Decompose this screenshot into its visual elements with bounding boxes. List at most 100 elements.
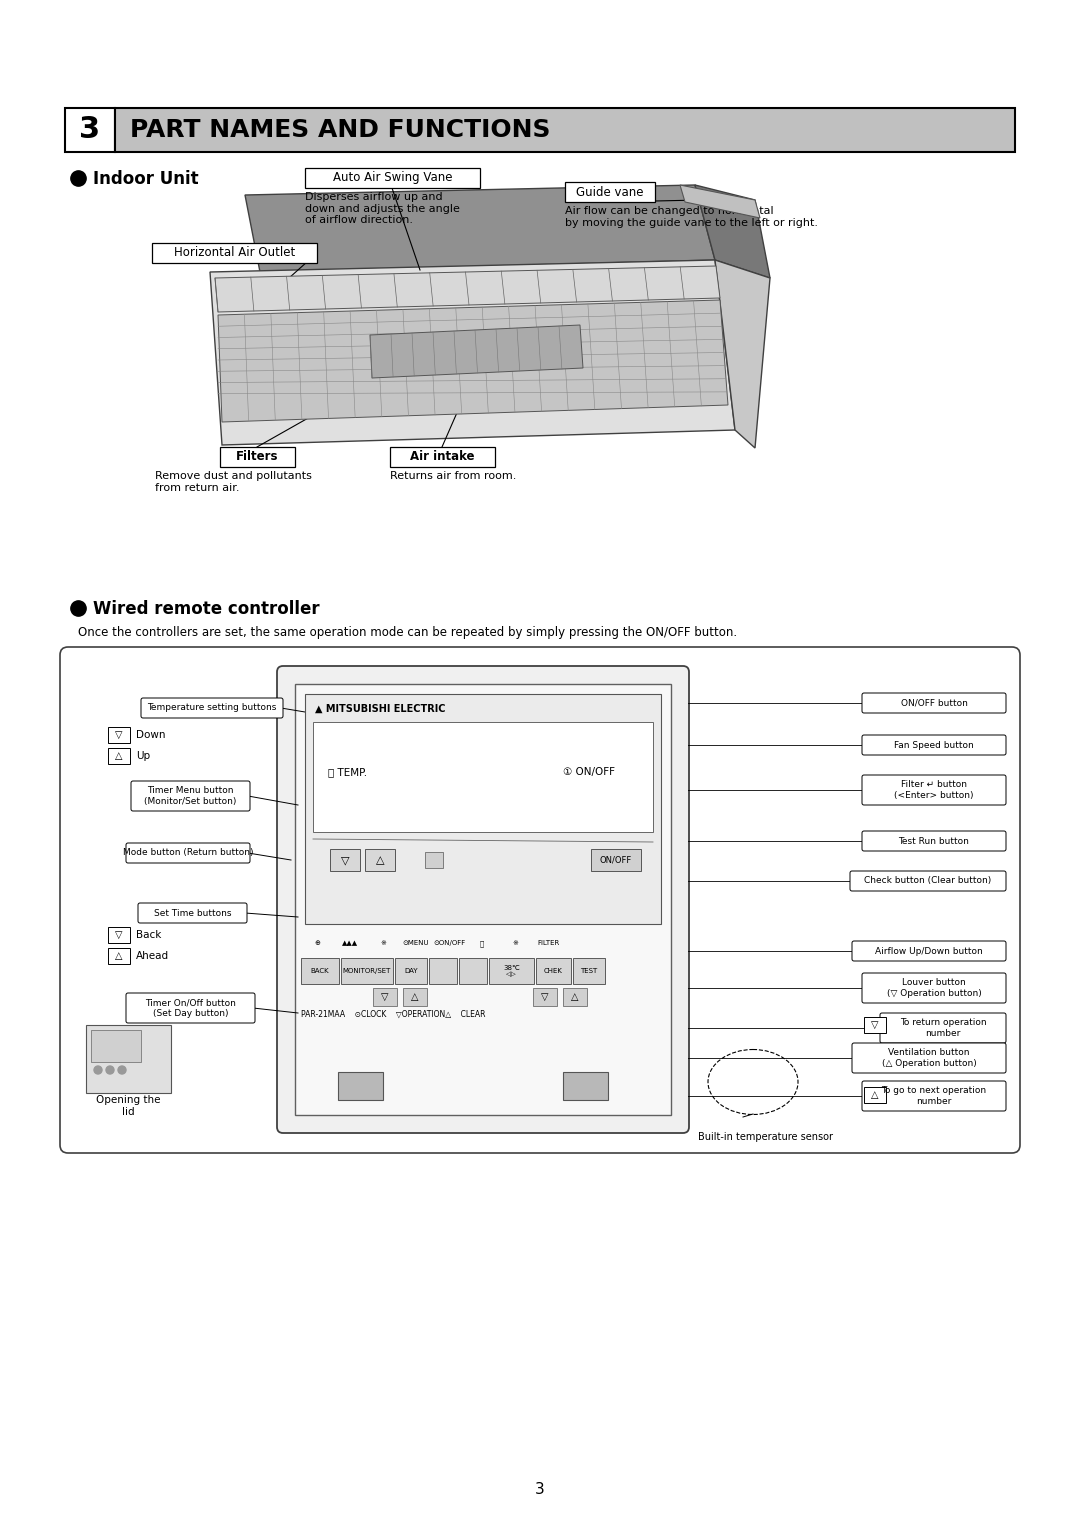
Text: DAY: DAY [404,968,418,974]
Bar [108,948,130,965]
Text: Air intake: Air intake [410,450,475,464]
Bar [563,1072,608,1099]
Bar [295,684,671,1115]
Bar [108,727,130,743]
Text: Up: Up [136,752,150,761]
Text: 3: 3 [535,1482,545,1497]
Polygon shape [245,185,715,273]
Text: ※: ※ [380,940,386,946]
Text: ▽: ▽ [541,992,549,1001]
Text: Remove dust and pollutants
from return air.: Remove dust and pollutants from return a… [156,472,312,493]
Bar [65,109,114,152]
FancyBboxPatch shape [852,1043,1005,1073]
Bar [313,723,653,831]
Bar [403,987,427,1006]
Text: Opening the
lid: Opening the lid [96,1095,160,1116]
Text: Mode button (Return button): Mode button (Return button) [123,848,253,857]
Bar [305,694,661,925]
Bar [536,958,571,984]
Bar [330,850,360,871]
Text: ⊙ON/OFF: ⊙ON/OFF [433,940,465,946]
Text: ※: ※ [512,940,518,946]
FancyBboxPatch shape [141,698,283,718]
Bar [114,109,1015,152]
Text: 3: 3 [80,115,100,144]
Text: ON/OFF button: ON/OFF button [901,698,968,707]
FancyBboxPatch shape [60,648,1020,1153]
Bar [341,958,393,984]
Text: Back: Back [136,929,161,940]
Bar [373,987,397,1006]
Text: ① ON/OFF: ① ON/OFF [563,767,615,778]
Text: Check button (Clear button): Check button (Clear button) [864,877,991,885]
Text: Once the controllers are set, the same operation mode can be repeated by simply : Once the controllers are set, the same o… [78,626,738,638]
Bar [426,851,443,868]
Text: Airflow Up/Down button: Airflow Up/Down button [875,946,983,955]
Bar [565,182,654,202]
Bar [108,749,130,764]
Text: ▽: ▽ [116,929,123,940]
Bar [591,850,642,871]
Text: To return operation
number: To return operation number [900,1018,986,1038]
Text: Indoor Unit: Indoor Unit [93,170,199,188]
Text: Filters: Filters [237,450,279,464]
Bar [305,168,480,188]
Text: △: △ [872,1090,879,1099]
Text: BACK: BACK [311,968,329,974]
Polygon shape [696,185,770,279]
FancyBboxPatch shape [852,942,1005,961]
Text: Timer On/Off button
(Set Day button): Timer On/Off button (Set Day button) [145,998,235,1018]
Text: Returns air from room.: Returns air from room. [390,472,516,481]
Text: ⊕: ⊕ [314,940,320,946]
Bar [108,926,130,943]
Text: FILTER: FILTER [537,940,559,946]
Polygon shape [218,300,728,423]
FancyBboxPatch shape [862,831,1005,851]
Text: Filter ↵ button
(<Enter> button): Filter ↵ button (<Enter> button) [894,781,974,799]
Text: ▽: ▽ [381,992,389,1001]
Bar [534,987,557,1006]
Text: Timer Menu button
(Monitor/Set button): Timer Menu button (Monitor/Set button) [145,787,237,805]
Text: △: △ [376,854,384,865]
Bar [301,958,339,984]
Text: CHEK: CHEK [544,968,563,974]
Polygon shape [370,325,583,378]
Text: ▽: ▽ [872,1020,879,1030]
FancyBboxPatch shape [862,974,1005,1003]
FancyBboxPatch shape [862,1081,1005,1112]
Text: ⊙MENU: ⊙MENU [403,940,430,946]
Text: TEST: TEST [580,968,597,974]
Text: Ventilation button
(△ Operation button): Ventilation button (△ Operation button) [881,1049,976,1067]
Text: PAR-21MAA    ⊙CLOCK    ▽OPERATION△    CLEAR: PAR-21MAA ⊙CLOCK ▽OPERATION△ CLEAR [301,1010,486,1020]
Text: Test Run button: Test Run button [899,836,970,845]
Text: △: △ [411,992,419,1001]
Text: 38℃
◁▷: 38℃ ◁▷ [503,965,519,977]
Text: Fan Speed button: Fan Speed button [894,741,974,750]
Bar [459,958,487,984]
Text: ▲ MITSUBISHI ELECTRIC: ▲ MITSUBISHI ELECTRIC [315,704,446,713]
Bar [152,243,318,263]
Text: 📶: 📶 [480,940,484,946]
Polygon shape [210,260,735,446]
Text: Built-in temperature sensor: Built-in temperature sensor [698,1131,833,1142]
Text: PART NAMES AND FUNCTIONS: PART NAMES AND FUNCTIONS [130,118,551,142]
Bar [390,447,495,467]
Text: Ahead: Ahead [136,951,170,961]
Text: Wired remote controller: Wired remote controller [93,600,320,619]
FancyBboxPatch shape [276,666,689,1133]
Circle shape [94,1066,102,1075]
Bar [489,958,534,984]
Text: △: △ [571,992,579,1001]
Text: Down: Down [136,730,165,739]
Text: MONITOR/SET: MONITOR/SET [342,968,391,974]
Circle shape [118,1066,126,1075]
Bar [429,958,457,984]
FancyBboxPatch shape [126,844,249,863]
FancyBboxPatch shape [138,903,247,923]
Text: Horizontal Air Outlet: Horizontal Air Outlet [174,246,295,259]
Text: Louver button
(▽ Operation button): Louver button (▽ Operation button) [887,978,982,998]
Text: △: △ [116,752,123,761]
Text: 🌡 TEMP.: 🌡 TEMP. [328,767,367,778]
Bar [86,1024,171,1093]
Text: ▽: ▽ [341,854,349,865]
